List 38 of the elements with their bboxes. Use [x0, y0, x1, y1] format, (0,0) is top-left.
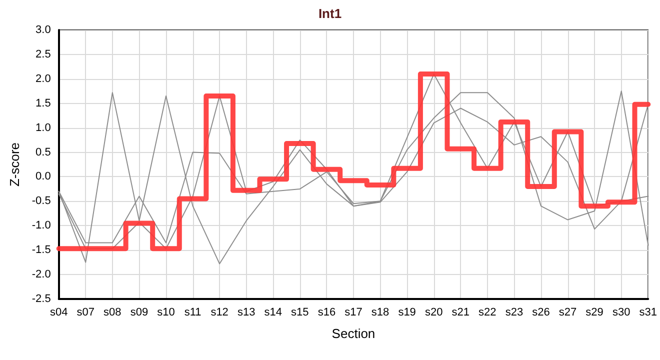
- x-tick-label: s27: [558, 306, 577, 318]
- y-tick-label: -2.0: [32, 268, 51, 281]
- y-tick-label: 0.0: [36, 170, 51, 183]
- y-tick-label: -1.0: [32, 220, 51, 232]
- x-tick-label: s20: [424, 306, 443, 318]
- y-tick-label: 0.5: [36, 146, 51, 158]
- x-tick-label: s15: [291, 306, 309, 318]
- x-tick-label: s19: [398, 306, 416, 318]
- x-tick-label: s31: [639, 306, 658, 318]
- x-tick-label: s12: [210, 306, 228, 318]
- x-axis-title: Section: [332, 326, 376, 341]
- x-tick-label: s23: [505, 306, 524, 318]
- x-tick-label: s16: [318, 306, 336, 318]
- x-tick-label: s26: [532, 306, 550, 318]
- y-tick-label: 2.0: [36, 72, 51, 85]
- x-tick-label: s07: [76, 306, 95, 318]
- x-tick-label: s22: [478, 306, 496, 318]
- chart-title: Int1: [318, 6, 342, 21]
- y-tick-label: 3.0: [36, 24, 51, 36]
- x-tick-label: s13: [237, 306, 256, 318]
- x-tick-label: s17: [344, 306, 362, 318]
- x-tick-label: s10: [157, 306, 175, 318]
- y-tick-label: 1.0: [36, 122, 51, 134]
- y-tick-label: 2.5: [36, 48, 51, 60]
- x-tick-label: s30: [612, 306, 630, 318]
- x-tick-label: s08: [104, 306, 122, 318]
- x-tick-label: s11: [184, 306, 202, 318]
- x-tick-label: s18: [371, 306, 390, 318]
- y-tick-label: -0.5: [32, 195, 51, 208]
- x-tick-label: s21: [452, 306, 470, 318]
- x-tick-label: s09: [130, 306, 148, 318]
- x-tick-label: s04: [50, 306, 68, 318]
- y-tick-label: 1.5: [36, 97, 51, 110]
- y-axis-title: Z-score: [7, 142, 22, 187]
- x-tick-label: s29: [586, 306, 604, 318]
- y-tick-label: -2.5: [32, 293, 51, 305]
- y-tick-label: -1.5: [32, 244, 51, 256]
- x-tick-label: s14: [264, 306, 282, 318]
